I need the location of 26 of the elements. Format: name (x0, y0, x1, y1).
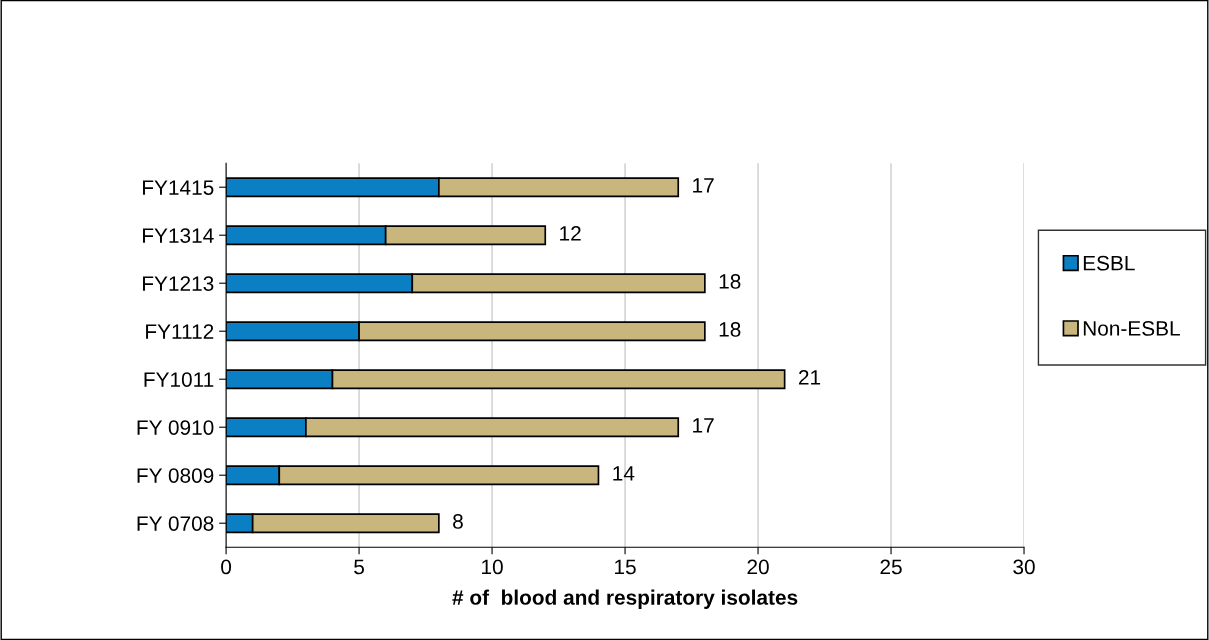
x-tick-label: 5 (354, 559, 364, 575)
x-tick-label: 0 (221, 559, 232, 575)
y-tick-label: FY1213 (143, 276, 214, 291)
total-label: 17 (693, 418, 714, 433)
total-label: 18 (719, 274, 741, 289)
y-tick-label: FY1314 (143, 228, 214, 243)
total-label: 21 (798, 370, 821, 385)
x-tick-label: 10 (482, 559, 503, 575)
y-tick-label: FY1011 (144, 372, 214, 387)
total-label: 14 (613, 466, 635, 481)
x-tick-label: 15 (615, 559, 636, 575)
x-tick-label: 20 (747, 559, 769, 575)
x-axis-title: # of blood and respiratory isolates (452, 589, 798, 609)
total-label: 12 (560, 226, 581, 241)
y-tick-label: FY1112 (146, 324, 214, 339)
y-tick-label: FY 0809 (137, 468, 214, 483)
total-label: 17 (693, 178, 714, 193)
legend-label: Non-ESBL (1083, 321, 1180, 336)
y-tick-label: FY 0708 (137, 516, 214, 531)
legend-label: ESBL (1083, 255, 1135, 271)
y-tick-label: FY 0910 (137, 420, 214, 435)
total-label: 8 (453, 514, 463, 529)
total-label: 18 (719, 322, 741, 337)
x-tick-label: 30 (1013, 559, 1035, 575)
y-tick-label: FY1415 (143, 180, 214, 195)
x-tick-label: 25 (880, 559, 902, 575)
